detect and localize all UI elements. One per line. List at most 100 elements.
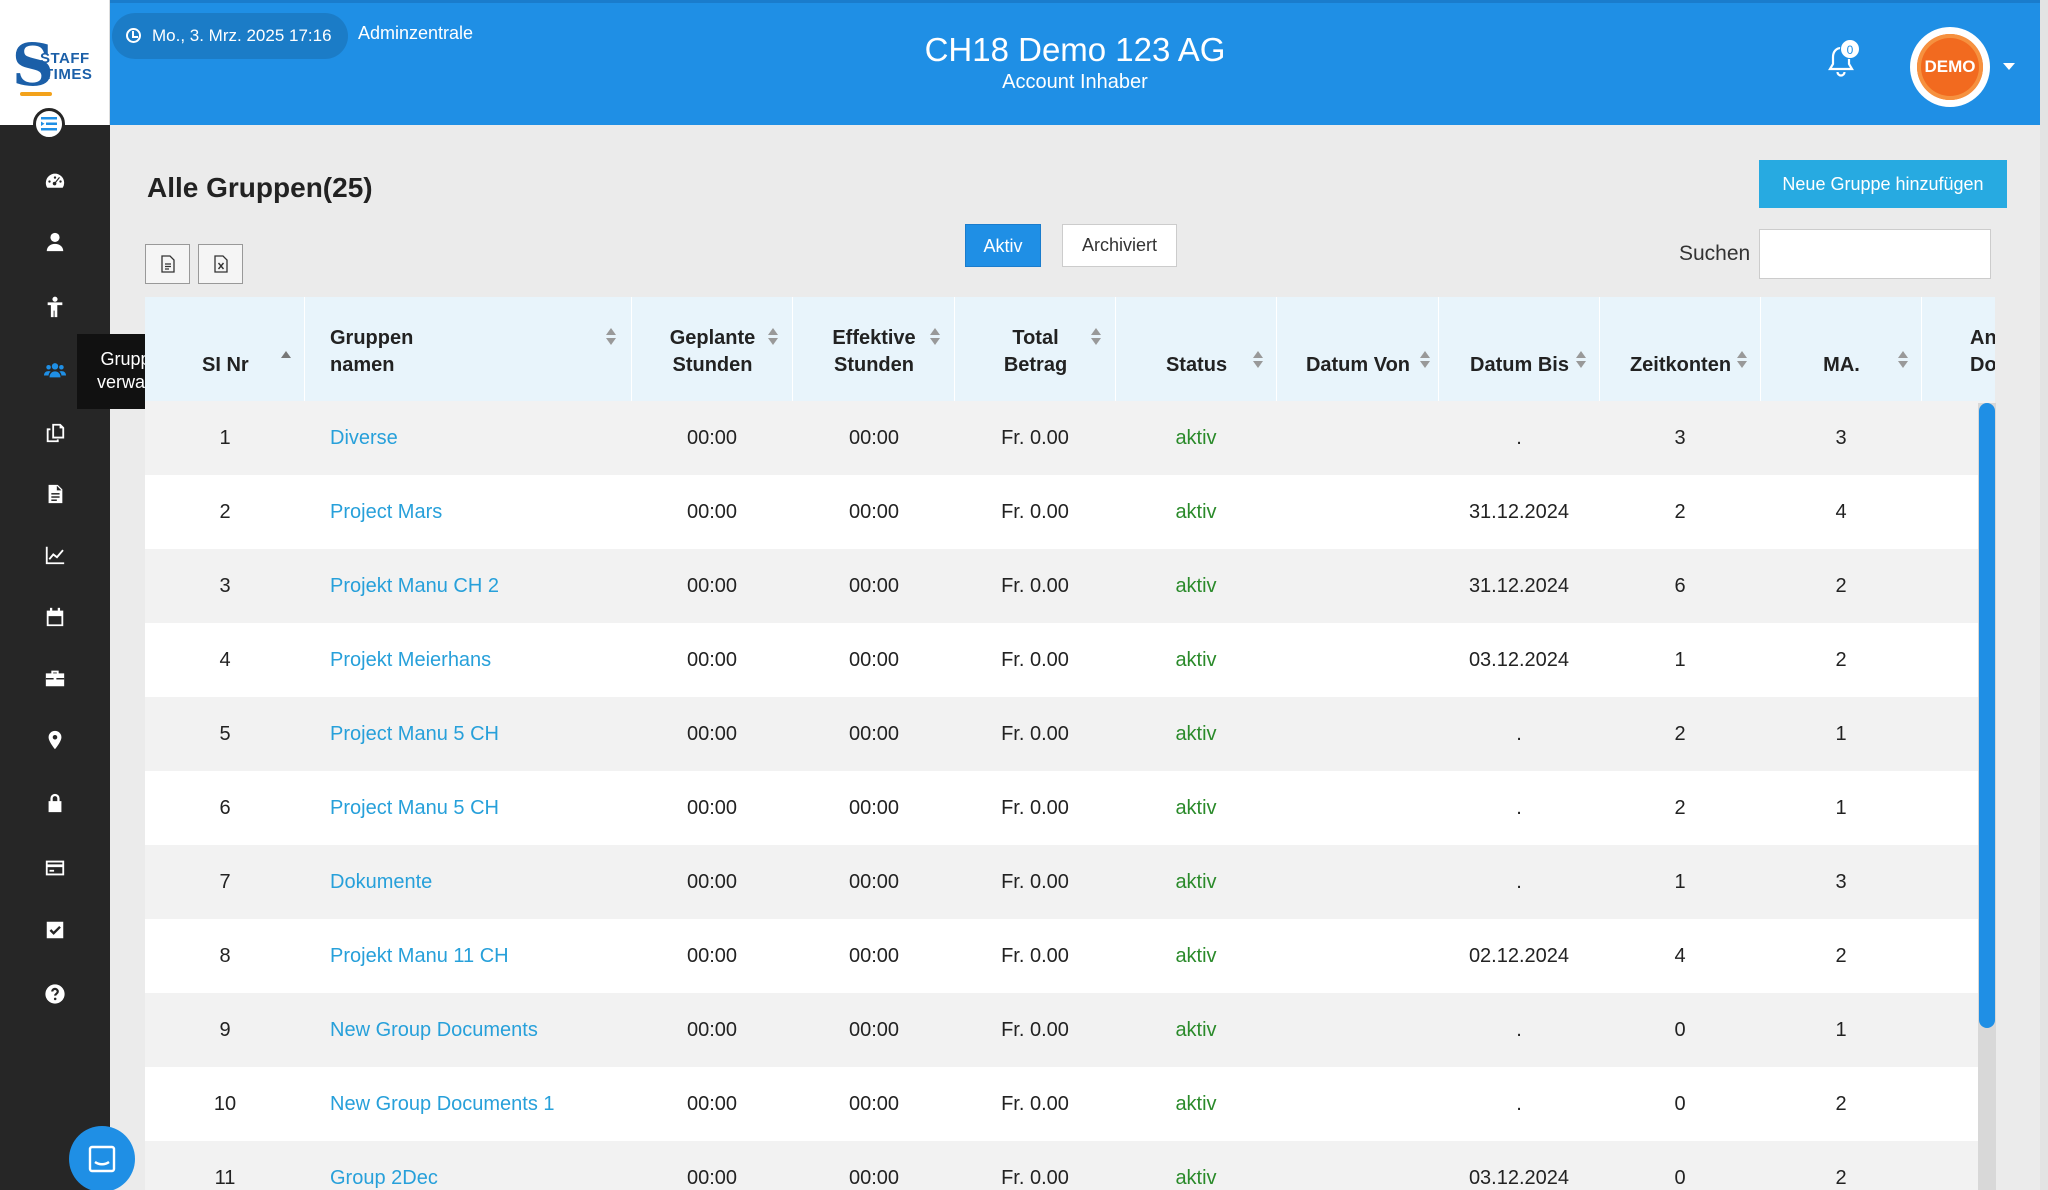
column-header-date-from[interactable]: Datum Von <box>1277 297 1439 401</box>
cell-status: aktiv <box>1175 1019 1217 1041</box>
avatar-demo-badge: DEMO <box>1917 34 1983 100</box>
cell-planned: 00:00 <box>686 575 738 597</box>
cell-ma: 4 <box>1835 501 1847 523</box>
cell-date-to: 02.12.2024 <box>1468 945 1570 967</box>
header-label-line2: Do <box>1970 354 1995 376</box>
user-icon[interactable] <box>35 222 75 262</box>
group-name-link[interactable]: Dokumente <box>330 871 433 893</box>
cell-date-from <box>1278 845 1438 919</box>
credit-card-icon[interactable] <box>35 848 75 888</box>
table-row[interactable]: 3 Projekt Manu CH 2 00:00 00:00 Fr. 0.00 akti… <box>145 549 1995 623</box>
copy-documents-icon[interactable] <box>35 413 75 453</box>
lock-icon[interactable] <box>35 783 75 823</box>
cell-nr: 5 <box>219 723 231 745</box>
header-label-line2: Betrag <box>1003 354 1068 376</box>
cell-date-from <box>1278 475 1438 549</box>
export-pdf-button[interactable] <box>145 244 190 284</box>
group-name-link[interactable]: Projekt Manu 11 CH <box>330 945 509 967</box>
column-header-sl-nr[interactable]: SI Nr <box>145 297 305 401</box>
cell-ma: 3 <box>1835 427 1847 449</box>
cell-effective: 00:00 <box>848 1093 900 1115</box>
cell-ma: 2 <box>1835 575 1847 597</box>
header-label: Status <box>1165 354 1228 376</box>
users-group-icon[interactable] <box>35 350 75 390</box>
group-name-link[interactable]: Project Manu 5 CH <box>330 797 499 819</box>
file-icon <box>160 255 175 273</box>
chart-line-icon[interactable] <box>35 535 75 575</box>
cell-total: Fr. 0.00 <box>1001 427 1069 449</box>
cell-date-from <box>1278 1141 1438 1190</box>
cell-planned: 00:00 <box>686 1167 738 1189</box>
person-standing-icon[interactable] <box>35 287 75 327</box>
help-circle-icon[interactable] <box>35 974 75 1014</box>
cell-accounts: 2 <box>1674 501 1686 523</box>
group-name-link[interactable]: New Group Documents <box>330 1019 538 1041</box>
filter-active-button[interactable]: Aktiv <box>965 224 1041 267</box>
column-header-ma[interactable]: MA. <box>1761 297 1922 401</box>
cell-accounts: 2 <box>1674 723 1686 745</box>
column-header-effective-hours[interactable]: Effektive Stunden <box>793 297 955 401</box>
cell-total: Fr. 0.00 <box>1001 871 1069 893</box>
check-square-icon[interactable] <box>35 910 75 950</box>
header-label-line1: Total <box>1012 327 1059 349</box>
cell-accounts: 3 <box>1674 427 1686 449</box>
table-row[interactable]: 8 Projekt Manu 11 CH 00:00 00:00 Fr. 0.00 akt… <box>145 919 1995 993</box>
add-group-button[interactable]: Neue Gruppe hinzufügen <box>1759 160 2007 208</box>
group-name-link[interactable]: Diverse <box>330 427 398 449</box>
cell-ma: 2 <box>1835 649 1847 671</box>
column-header-more[interactable]: An Do <box>1922 297 1995 401</box>
filter-archived-button[interactable]: Archiviert <box>1062 224 1177 267</box>
table-row[interactable]: 2 Project Mars 00:00 00:00 Fr. 0.00 aktiv 31.1… <box>145 475 1995 549</box>
cell-date-to: 03.12.2024 <box>1468 649 1570 671</box>
column-header-planned-hours[interactable]: Geplante Stunden <box>632 297 793 401</box>
chevron-down-icon[interactable] <box>2003 63 2015 70</box>
table-row[interactable]: 6 Project Manu 5 CH 00:00 00:00 Fr. 0.00 akti… <box>145 771 1995 845</box>
table-row[interactable]: 11 Group 2Dec 00:00 00:00 Fr. 0.00 aktiv 03.12… <box>145 1141 1995 1190</box>
cell-date-to: . <box>1516 871 1522 893</box>
map-marker-icon[interactable] <box>35 720 75 760</box>
sort-icon <box>1419 351 1431 369</box>
column-header-time-accounts[interactable]: Zeitkonten <box>1600 297 1761 401</box>
group-name-link[interactable]: Projekt Meierhans <box>330 649 492 671</box>
group-name-link[interactable]: Group 2Dec <box>330 1167 438 1189</box>
group-name-link[interactable]: Project Mars <box>330 501 443 523</box>
cell-ma: 2 <box>1835 945 1847 967</box>
table-scrollbar-thumb[interactable] <box>1979 403 1995 1028</box>
export-excel-button[interactable] <box>198 244 243 284</box>
header-label-line2: Stunden <box>834 354 914 376</box>
cell-effective: 00:00 <box>848 945 900 967</box>
sort-icon <box>767 328 779 346</box>
search-input[interactable] <box>1759 229 1991 279</box>
group-name-link[interactable]: Project Manu 5 CH <box>330 723 499 745</box>
column-header-group-name[interactable]: Gruppen namen <box>305 297 632 401</box>
file-text-icon[interactable] <box>35 474 75 514</box>
cell-effective: 00:00 <box>848 1167 900 1189</box>
table-row[interactable]: 9 New Group Documents 00:00 00:00 Fr. 0.00 ak… <box>145 993 1995 1067</box>
calendar-icon[interactable] <box>35 597 75 637</box>
cell-nr: 3 <box>219 575 231 597</box>
table-row[interactable]: 5 Project Manu 5 CH 00:00 00:00 Fr. 0.00 akti… <box>145 697 1995 771</box>
cell-total: Fr. 0.00 <box>1001 1167 1069 1189</box>
column-header-status[interactable]: Status <box>1116 297 1277 401</box>
avatar[interactable]: DEMO <box>1910 27 1990 107</box>
table-row[interactable]: 1 Diverse 00:00 00:00 Fr. 0.00 aktiv. 3 3 <box>145 401 1995 475</box>
column-header-total-amount[interactable]: Total Betrag <box>955 297 1116 401</box>
cell-planned: 00:00 <box>686 871 738 893</box>
group-name-link[interactable]: Projekt Manu CH 2 <box>330 575 499 597</box>
header-label: SI Nr <box>202 354 249 376</box>
chat-support-button[interactable] <box>69 1126 135 1190</box>
group-name-link[interactable]: New Group Documents 1 <box>330 1093 555 1115</box>
table-row[interactable]: 4 Projekt Meierhans 00:00 00:00 Fr. 0.00 akti… <box>145 623 1995 697</box>
admin-center-link[interactable]: Adminzentrale <box>358 23 474 43</box>
table-row[interactable]: 10 New Group Documents 1 00:00 00:00 Fr. 0.0… <box>145 1067 1995 1141</box>
table-row[interactable]: 7 Dokumente 00:00 00:00 Fr. 0.00 aktiv. 1 3 <box>145 845 1995 919</box>
menu-toggle-icon[interactable] <box>33 108 65 140</box>
briefcase-icon[interactable] <box>35 658 75 698</box>
staff-times-logo[interactable]: S STAFF TIMES <box>12 34 98 96</box>
sidebar: S STAFF TIMES <box>0 0 110 1190</box>
sort-icon <box>929 328 941 346</box>
header-label: Datum Von <box>1305 354 1411 376</box>
cell-accounts: 0 <box>1674 1167 1686 1189</box>
dashboard-icon[interactable] <box>35 161 75 201</box>
column-header-date-to[interactable]: Datum Bis <box>1439 297 1600 401</box>
